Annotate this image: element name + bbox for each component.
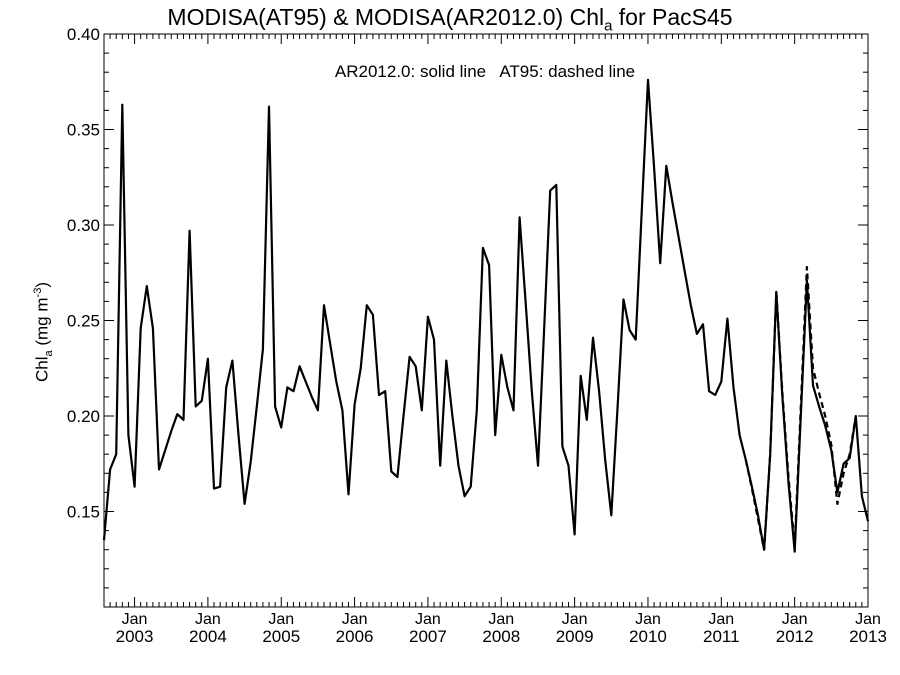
x-tick-label-month: Jan	[415, 611, 441, 628]
y-tick-label: 0.30	[67, 216, 100, 235]
x-tick-label-year: 2010	[629, 627, 667, 646]
x-tick-label-year: 2004	[189, 627, 227, 646]
x-tick-label-month: Jan	[488, 611, 514, 628]
y-tick-label: 0.25	[67, 312, 100, 331]
chart-title: MODISA(AT95) & MODISA(AR2012.0) Chla for…	[167, 4, 733, 35]
y-tick-label: 0.40	[67, 25, 100, 44]
x-tick-label-year: 2005	[262, 627, 300, 646]
x-tick-label-month: Jan	[342, 611, 368, 628]
line-style-annotation: AR2012.0: solid line AT95: dashed line	[334, 62, 636, 81]
x-tick-label-year: 2006	[336, 627, 374, 646]
plot-frame	[103, 33, 869, 608]
series-line-at95	[744, 265, 857, 551]
x-tick-label-year: 2008	[482, 627, 520, 646]
series-line-ar2012	[102, 78, 870, 553]
x-tick-label-month: Jan	[635, 611, 661, 628]
x-tick-label-year: 2013	[849, 627, 887, 646]
x-tick-label-month: Jan	[562, 611, 588, 628]
y-tick-label: 0.35	[67, 121, 100, 140]
x-tick-label-year: 2007	[409, 627, 447, 646]
x-tick-label-month: Jan	[708, 611, 734, 628]
x-tick-label-year: 2009	[556, 627, 594, 646]
series-lines	[102, 78, 870, 553]
x-tick-label-year: 2011	[703, 627, 740, 646]
axis-ticks: Jan2003Jan2004Jan2005Jan2006Jan2007Jan20…	[67, 25, 887, 646]
x-tick-label-month: Jan	[268, 611, 294, 628]
y-tick-label: 0.20	[67, 407, 100, 426]
x-tick-label-month: Jan	[855, 611, 881, 628]
y-tick-label: 0.15	[67, 503, 100, 522]
x-tick-label-year: 2012	[776, 627, 814, 646]
x-tick-label-year: 2003	[116, 627, 154, 646]
x-tick-label-month: Jan	[122, 611, 148, 628]
x-tick-label-month: Jan	[195, 611, 221, 628]
x-tick-label-month: Jan	[782, 611, 808, 628]
